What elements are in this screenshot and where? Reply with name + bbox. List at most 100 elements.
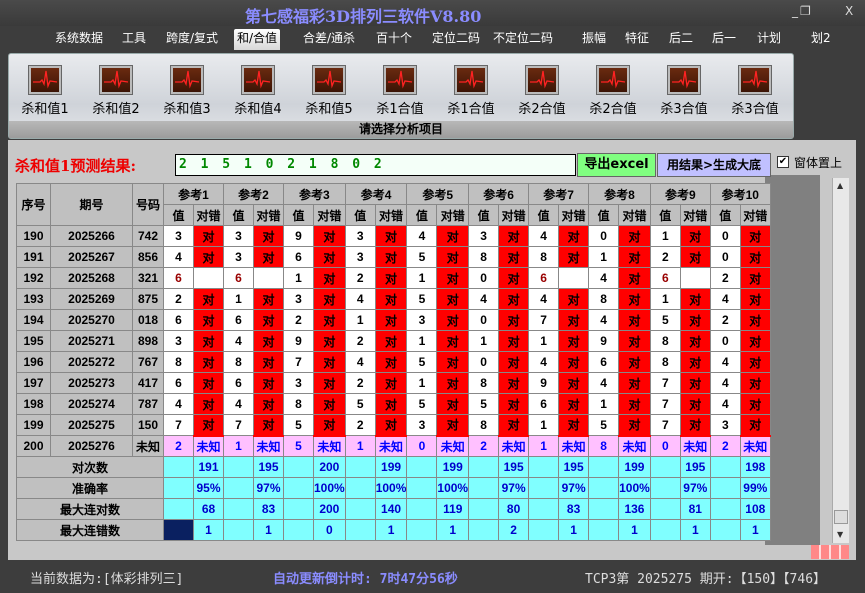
value-cell: 7 (649, 393, 681, 415)
seq-cell: 191 (16, 246, 51, 268)
value-cell: 6 (283, 246, 314, 268)
period-cell: 2025269 (50, 288, 133, 310)
code-cell: 767 (132, 351, 164, 373)
result-cell: 未知 (313, 434, 346, 457)
result-cell: 对 (558, 372, 590, 394)
ecg-monitor-icon (171, 66, 203, 94)
value-cell: 7 (223, 414, 254, 436)
window-title: 第七感福彩3D排列三软件V8.80 (245, 7, 482, 26)
generate-base-button[interactable]: 用结果>生成大底 (657, 153, 771, 177)
analysis-table: 序号 期号 号码 参考1 参考2 参考3 参考4 参考5 参考6 参考7 参考8 参考9 参考10 值对错… (16, 183, 771, 541)
header-value: 值 (406, 204, 438, 226)
value-cell: 6 (223, 309, 254, 331)
menu-item[interactable]: 划2 (811, 31, 831, 45)
stats-blank (163, 519, 194, 541)
header-value: 值 (709, 204, 741, 226)
menu-item[interactable]: 工具 (122, 31, 147, 45)
stats-blank (468, 498, 500, 520)
menu-item[interactable]: 百十个 (376, 31, 413, 45)
menu-item[interactable]: 定位二码 (432, 31, 481, 45)
ribbon-item[interactable]: 杀2合值 (512, 66, 572, 117)
value-cell: 3 (223, 225, 254, 247)
result-cell: 对 (679, 372, 711, 394)
ribbon-item[interactable]: 杀1合值 (441, 66, 501, 117)
stats-value: 80 (498, 498, 530, 520)
value-cell: 0 (709, 330, 741, 352)
export-excel-button[interactable]: 导出excel (577, 153, 656, 177)
value-cell: 3 (163, 225, 194, 247)
vertical-scrollbar[interactable]: ▲ ▼ (832, 178, 849, 543)
result-value-field[interactable]: 2 1 5 1 0 2 1 8 0 2 (175, 154, 576, 176)
ribbon-item[interactable]: 杀3合值 (725, 66, 785, 117)
ribbon-item-label: 杀和值4 (234, 102, 282, 117)
stats-blank (283, 519, 314, 541)
value-cell: 5 (283, 414, 314, 436)
menu-item[interactable]: 不定位二码 (493, 31, 554, 45)
value-cell: 9 (528, 372, 560, 394)
table-row: 197 2025273 417 6 对 6 对 3 对 2 对 1 对 8 对 9 对 4 对 7 对 4 对 (16, 372, 771, 394)
value-cell: 7 (649, 372, 681, 394)
menu-item[interactable]: 跨度/复式 (166, 31, 219, 45)
stats-blank (283, 498, 314, 520)
menu-item[interactable]: 后一 (712, 31, 737, 45)
result-cell: 对 (558, 330, 590, 352)
seq-cell: 198 (16, 393, 51, 415)
stats-value: 0 (313, 519, 346, 541)
value-cell: 5 (406, 351, 438, 373)
table-row: 193 2025269 875 2 对 1 对 3 对 4 对 5 对 4 对 4 对 8 对 1 对 4 对 (16, 288, 771, 310)
value-cell: 4 (588, 372, 620, 394)
result-cell: 对 (739, 372, 771, 394)
menu-item[interactable]: 后二 (669, 31, 694, 45)
stats-label: 最大连错数 (16, 519, 164, 541)
result-cell: 对 (193, 246, 224, 268)
value-cell: 0 (468, 351, 500, 373)
stats-blank (406, 477, 438, 499)
scroll-down-icon[interactable]: ▼ (837, 530, 844, 539)
ribbon-item[interactable]: 杀和值5 (299, 66, 359, 117)
table-row: 195 2025271 898 3 对 4 对 9 对 2 对 1 对 1 对 1 对 9 对 8 对 0 对 (16, 330, 771, 352)
ribbon-item[interactable]: 杀和值2 (86, 66, 146, 117)
value-cell: 8 (649, 351, 681, 373)
stats-blank (406, 456, 438, 478)
scroll-thumb[interactable] (834, 510, 848, 524)
stats-blank (528, 477, 560, 499)
result-cell: 对 (558, 309, 590, 331)
seq-cell: 190 (16, 225, 51, 247)
value-cell: 8 (223, 351, 254, 373)
ribbon-item[interactable]: 杀3合值 (654, 66, 714, 117)
close-button[interactable]: X (845, 4, 854, 18)
menu-item[interactable]: 计划 (757, 31, 782, 45)
stats-value: 81 (679, 498, 711, 520)
value-cell: 2 (344, 267, 376, 289)
ribbon-item[interactable]: 杀和值3 (157, 66, 217, 117)
header-result: 对错 (558, 204, 590, 226)
restore-button[interactable]: ❐ (800, 4, 811, 18)
stats-row: 最大连对数 68 83 200 140 119 80 83 136 81 108 (16, 498, 771, 520)
minimize-button[interactable]: _ (792, 4, 798, 18)
topmost-checkbox[interactable]: ✔ (777, 156, 789, 168)
ribbon-item-label: 杀3合值 (731, 102, 779, 117)
period-cell: 2025267 (50, 246, 133, 268)
ecg-monitor-icon (668, 66, 700, 94)
menu-item[interactable]: 振幅 (582, 31, 607, 45)
ribbon-item[interactable]: 杀和值4 (228, 66, 288, 117)
result-cell: 对 (558, 414, 590, 436)
scroll-up-icon[interactable]: ▲ (837, 181, 844, 190)
ribbon-item[interactable]: 杀2合值 (583, 66, 643, 117)
ribbon-item[interactable]: 杀1合值 (370, 66, 430, 117)
stats-value: 108 (739, 498, 771, 520)
ribbon-item[interactable]: 杀和值1 (15, 66, 75, 117)
value-cell: 2 (344, 372, 376, 394)
stats-row: 准确率 95% 97% 100% 100% 100% 97% 97% 100% 97% 99% (16, 477, 771, 499)
menu-item[interactable]: 合差/通杀 (303, 31, 356, 45)
menu-item[interactable]: 和/合值 (234, 29, 281, 50)
header-ref: 参考1 (163, 183, 224, 205)
menu-item[interactable]: 系统数据 (55, 31, 104, 45)
result-cell: 对 (679, 225, 711, 247)
value-cell: 4 (468, 288, 500, 310)
menu-item[interactable]: 特征 (625, 31, 650, 45)
header-code: 号码 (132, 183, 164, 226)
stats-blank (649, 477, 681, 499)
result-cell: 对 (253, 393, 284, 415)
value-cell: 2 (163, 288, 194, 310)
